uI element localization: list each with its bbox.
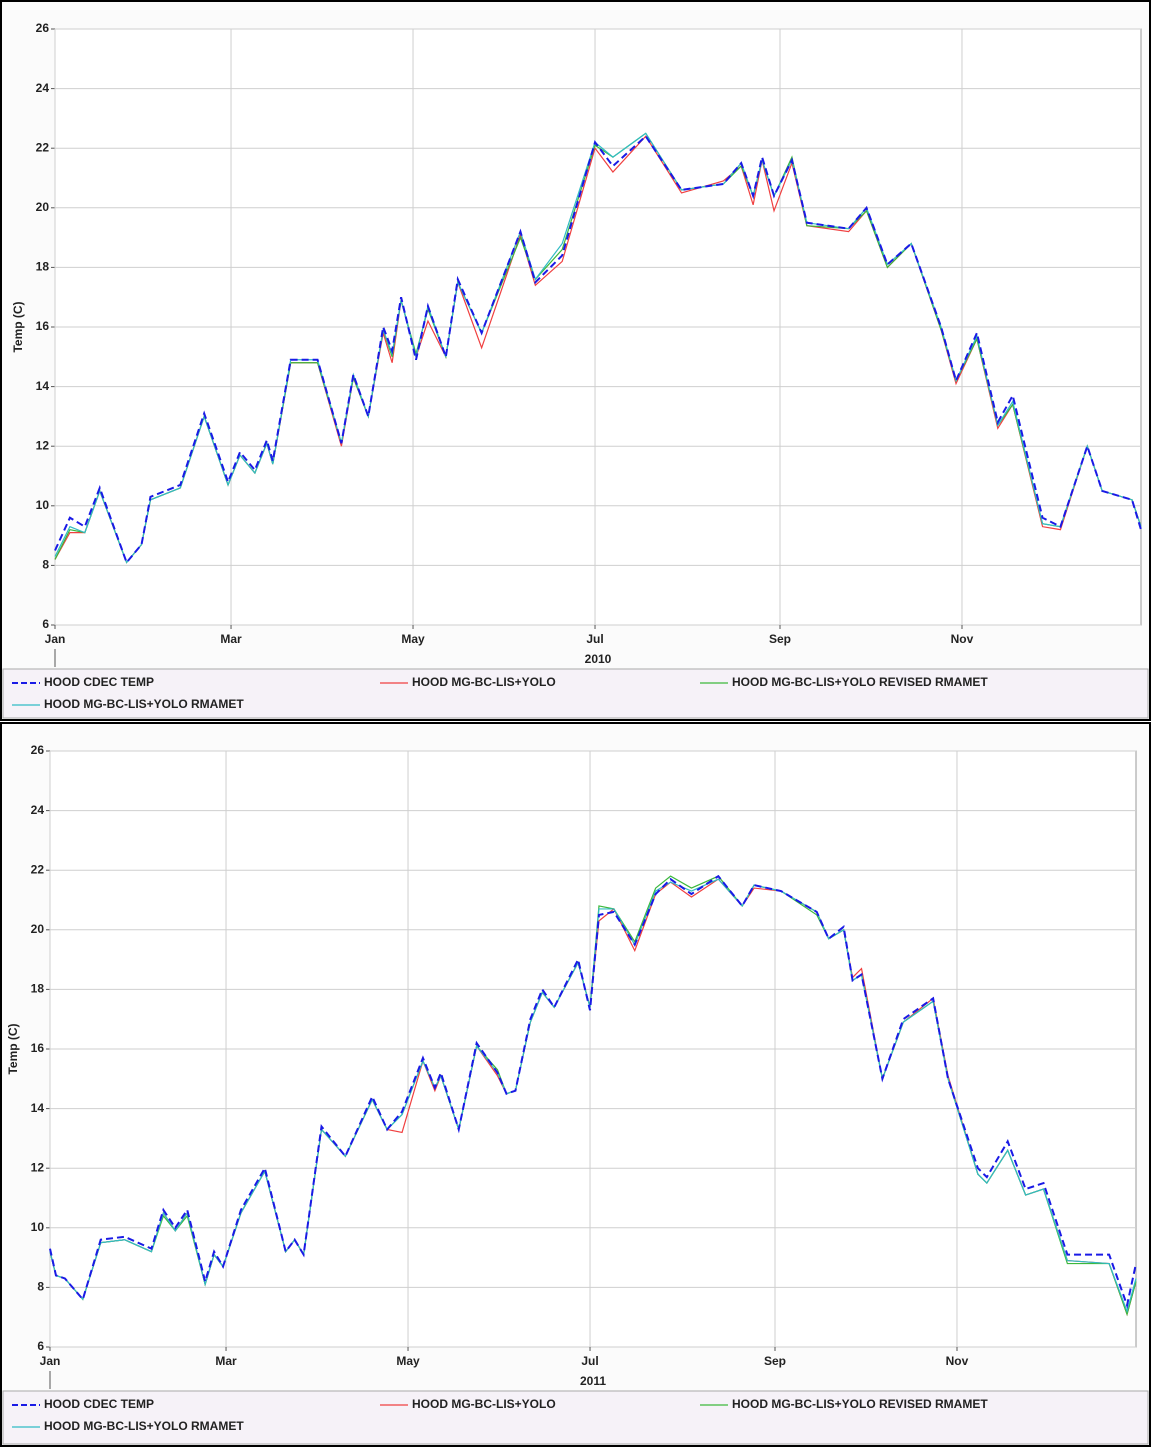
y-tick-label: 22: [31, 862, 45, 876]
legend-label: HOOD MG-BC-LIS+YOLO REVISED RMAMET: [732, 675, 988, 689]
x-tick-label: Nov: [951, 632, 974, 646]
y-tick-label: 8: [42, 558, 49, 572]
x-axis-label: 2011: [580, 1374, 606, 1388]
y-tick-label: 18: [31, 982, 45, 996]
legend-label: HOOD CDEC TEMP: [44, 1397, 154, 1411]
series-line: [49, 878, 1137, 1314]
legend-label: HOOD MG-BC-LIS+YOLO RMAMET: [44, 1419, 244, 1433]
x-tick-label: Jul: [586, 632, 603, 646]
x-tick-label: Jul: [581, 1354, 598, 1368]
x-tick-label: Jan: [45, 632, 66, 646]
x-tick-label: Mar: [215, 1354, 237, 1368]
x-tick-label: May: [401, 632, 425, 646]
y-tick-label: 18: [36, 260, 50, 274]
y-tick-label: 22: [36, 140, 50, 154]
x-tick-label: Sep: [769, 632, 791, 646]
x-tick-label: May: [396, 1354, 420, 1368]
y-tick-label: 26: [31, 743, 45, 757]
y-tick-label: 24: [31, 803, 45, 817]
x-tick-label: Sep: [764, 1354, 786, 1368]
y-tick-label: 14: [31, 1101, 45, 1115]
series-line: [49, 874, 1137, 1309]
x-tick-label: Jan: [40, 1354, 61, 1368]
legend-box: [2, 1390, 1149, 1445]
chart-panel: 6 8 10 12 14 16 18 20 22 24 26 Jan Mar May Jul Sep Nov 20…: [0, 722, 1151, 1447]
y-tick-label: 6: [37, 1339, 44, 1353]
y-tick-label: 12: [31, 1160, 45, 1174]
y-tick-label: 10: [36, 498, 50, 512]
y-axis-label: Temp (C): [6, 1023, 20, 1074]
legend-label: HOOD MG-BC-LIS+YOLO REVISED RMAMET: [732, 1397, 988, 1411]
y-tick-label: 6: [42, 617, 49, 631]
series-line: [54, 134, 1142, 565]
x-axis-label: 2010: [585, 652, 612, 666]
legend-label: HOOD MG-BC-LIS+YOLO: [412, 675, 556, 689]
y-tick-label: 24: [36, 81, 50, 95]
chart-panel: 6 8 10 12 14 16 18 20 22 24 26 Jan Mar May Jul Sep Nov 20…: [0, 0, 1151, 721]
y-tick-label: 12: [36, 438, 50, 452]
y-tick-label: 8: [37, 1280, 44, 1294]
y-tick-label: 16: [36, 319, 50, 333]
x-tick-label: Nov: [946, 1354, 969, 1368]
y-tick-label: 16: [31, 1041, 45, 1055]
legend-label: HOOD CDEC TEMP: [44, 675, 154, 689]
legend-label: HOOD MG-BC-LIS+YOLO: [412, 1397, 556, 1411]
legend-label: HOOD MG-BC-LIS+YOLO RMAMET: [44, 697, 244, 711]
x-tick-label: Mar: [220, 632, 242, 646]
y-tick-label: 10: [31, 1220, 45, 1234]
y-tick-label: 14: [36, 379, 50, 393]
y-tick-label: 26: [36, 21, 50, 35]
y-tick-label: 20: [31, 922, 45, 936]
y-tick-label: 20: [36, 200, 50, 214]
legend-box: [2, 668, 1149, 719]
y-axis-label: Temp (C): [11, 301, 25, 352]
